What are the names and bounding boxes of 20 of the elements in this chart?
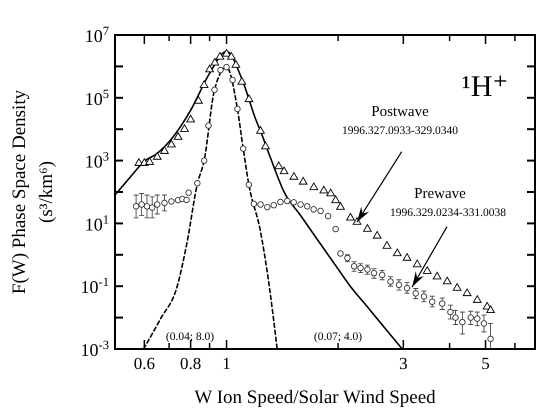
x-tick-label: 3 bbox=[399, 354, 408, 373]
annotation: (0.04; 8.0) bbox=[166, 331, 214, 343]
annotation: Prewave bbox=[414, 186, 466, 202]
y-tick-label: 10$^{-1}$ bbox=[80, 275, 109, 298]
y-tick-label: 10$^{5}$ bbox=[84, 86, 109, 109]
x-axis-title: W Ion Speed/Solar Wind Speed bbox=[194, 387, 436, 408]
annotation: Postwave bbox=[371, 104, 430, 120]
annotation: 1996.329.0234-331.0038 bbox=[390, 207, 506, 219]
x-tick-label: 0.6 bbox=[134, 354, 155, 373]
y-axis-title: F(W) Phase Space Density (s³/km⁶) bbox=[9, 89, 57, 294]
y-tick-label: 10$^{-3}$ bbox=[80, 338, 109, 360]
y-tick-label: 10$^{1}$ bbox=[84, 212, 109, 234]
y-tick-label: 10$^{7}$ bbox=[84, 24, 109, 46]
x-tick-label: 0.8 bbox=[180, 354, 202, 373]
y-tick-label: 10$^{3}$ bbox=[84, 150, 109, 172]
annotation: ¹H⁺ bbox=[462, 70, 508, 103]
annotation: 1996.327.0933-329.0340 bbox=[342, 125, 458, 137]
x-tick-label: 5 bbox=[481, 354, 490, 373]
x-tick-label: 1 bbox=[222, 354, 231, 373]
annotation: (0.07; 4.0) bbox=[314, 331, 362, 343]
